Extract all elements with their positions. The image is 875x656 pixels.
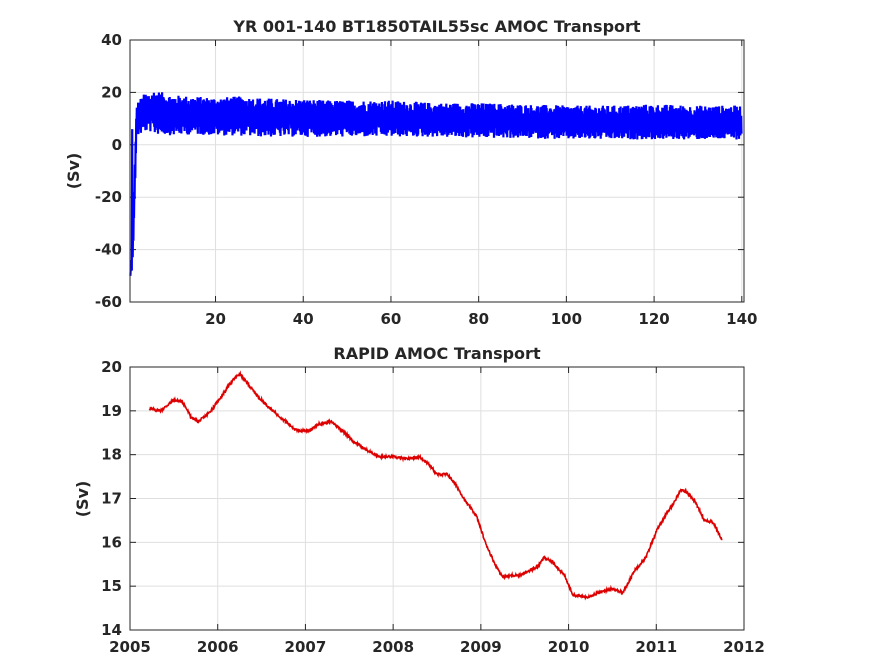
bottom-chart-ylabel: (Sv) (73, 481, 92, 518)
bottom-chart-ytick-label: 14 (101, 621, 122, 639)
bottom-chart-xtick-label: 2005 (109, 638, 151, 656)
top-chart-ytick-label: 20 (101, 83, 122, 101)
top-chart-xtick-label: 140 (726, 310, 757, 328)
top-chart-xtick-label: 100 (551, 310, 582, 328)
bottom-chart-xtick-label: 2008 (372, 638, 414, 656)
bottom-chart-axes: RAPID AMOC Transport (Sv) 2005 2006 2007 20… (73, 344, 765, 656)
top-chart-grid (130, 39, 744, 303)
top-chart-xtick-label: 120 (638, 310, 669, 328)
bottom-chart-ytick-label: 15 (101, 577, 122, 595)
top-chart-ytick-label: 0 (112, 136, 122, 154)
bottom-chart-ticks: 2005 2006 2007 2008 2009 2010 2011 2012 14 15 16 17… (101, 358, 765, 656)
top-chart-xtick-label: 20 (205, 310, 226, 328)
bottom-chart-xtick-label: 2010 (548, 638, 590, 656)
top-chart-ticks: 20 40 60 80 100 120 140 -60 -40 -20 0 20 40 (95, 31, 758, 328)
top-chart-ytick-label: -40 (95, 241, 122, 259)
bottom-chart-xtick-label: 2011 (635, 638, 677, 656)
bottom-chart-grid (129, 366, 745, 631)
bottom-chart-series-line (148, 370, 723, 601)
bottom-chart-series (148, 370, 723, 601)
bottom-chart-title: RAPID AMOC Transport (333, 344, 541, 363)
top-chart-xtick-label: 80 (468, 310, 489, 328)
top-chart-ytick-label: -60 (95, 293, 122, 311)
bottom-chart-frame (129, 366, 745, 631)
bottom-chart-xtick-label: 2007 (285, 638, 327, 656)
bottom-chart-xtick-label: 2006 (197, 638, 239, 656)
top-chart-title: YR 001-140 BT1850TAIL55sc AMOC Transport (232, 17, 640, 36)
top-chart-ylabel: (Sv) (64, 153, 83, 190)
bottom-chart-xtick-label: 2012 (723, 638, 765, 656)
bottom-chart-ytick-label: 20 (101, 358, 122, 376)
bottom-chart-xtick-label: 2009 (460, 638, 502, 656)
top-chart-axes: YR 001-140 BT1850TAIL55sc AMOC Transport… (64, 17, 757, 328)
bottom-chart-ytick-label: 17 (101, 490, 122, 508)
bottom-chart-ytick-label: 18 (101, 446, 122, 464)
top-chart-xtick-label: 60 (381, 310, 402, 328)
top-chart-xtick-label: 40 (293, 310, 314, 328)
top-chart-ytick-label: 40 (101, 31, 122, 49)
top-chart-series (129, 92, 743, 276)
bottom-chart-ytick-label: 19 (101, 402, 122, 420)
top-chart-frame (129, 39, 745, 303)
top-chart-series-line (129, 92, 743, 276)
top-chart-ytick-label: -20 (95, 188, 122, 206)
bottom-chart-ytick-label: 16 (101, 533, 122, 551)
